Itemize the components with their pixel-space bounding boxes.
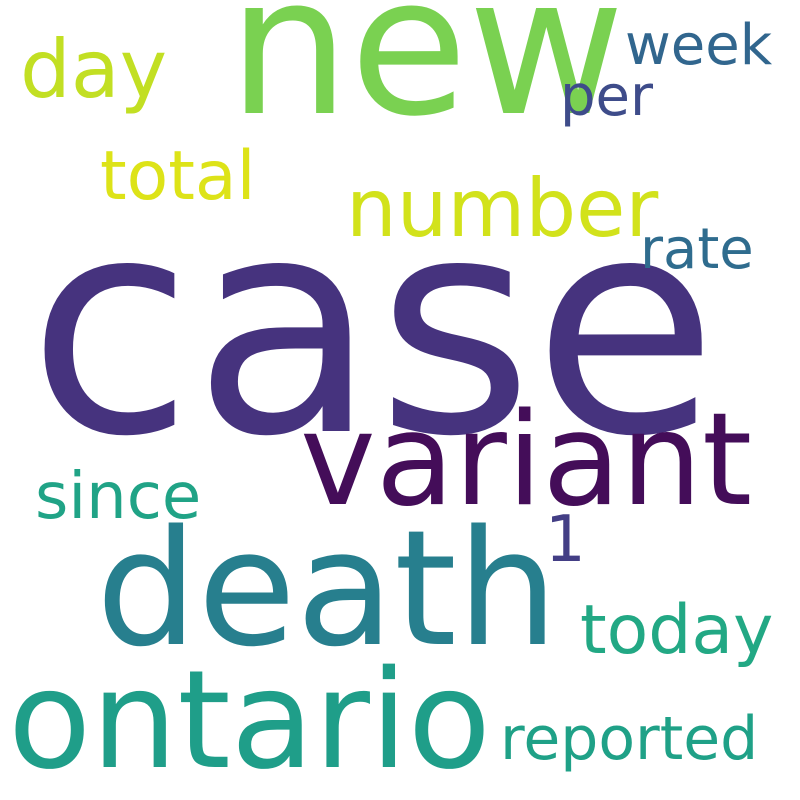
word-since: since [35, 460, 202, 534]
word-variant: variant [300, 386, 753, 535]
word-number: number [346, 162, 659, 255]
word-today: today [580, 591, 774, 670]
word-new: new [228, 0, 625, 159]
word-case: case [28, 153, 718, 502]
word-death: death [96, 495, 559, 682]
word-total: total [100, 137, 256, 216]
word-rate: rate [640, 217, 754, 282]
word-week: week [625, 13, 773, 78]
word-reported: reported [500, 704, 759, 774]
word-1: 1 [545, 503, 586, 577]
word-day: day [20, 23, 168, 116]
word-ontario: ontario [8, 642, 491, 800]
word-per: per [560, 64, 654, 129]
